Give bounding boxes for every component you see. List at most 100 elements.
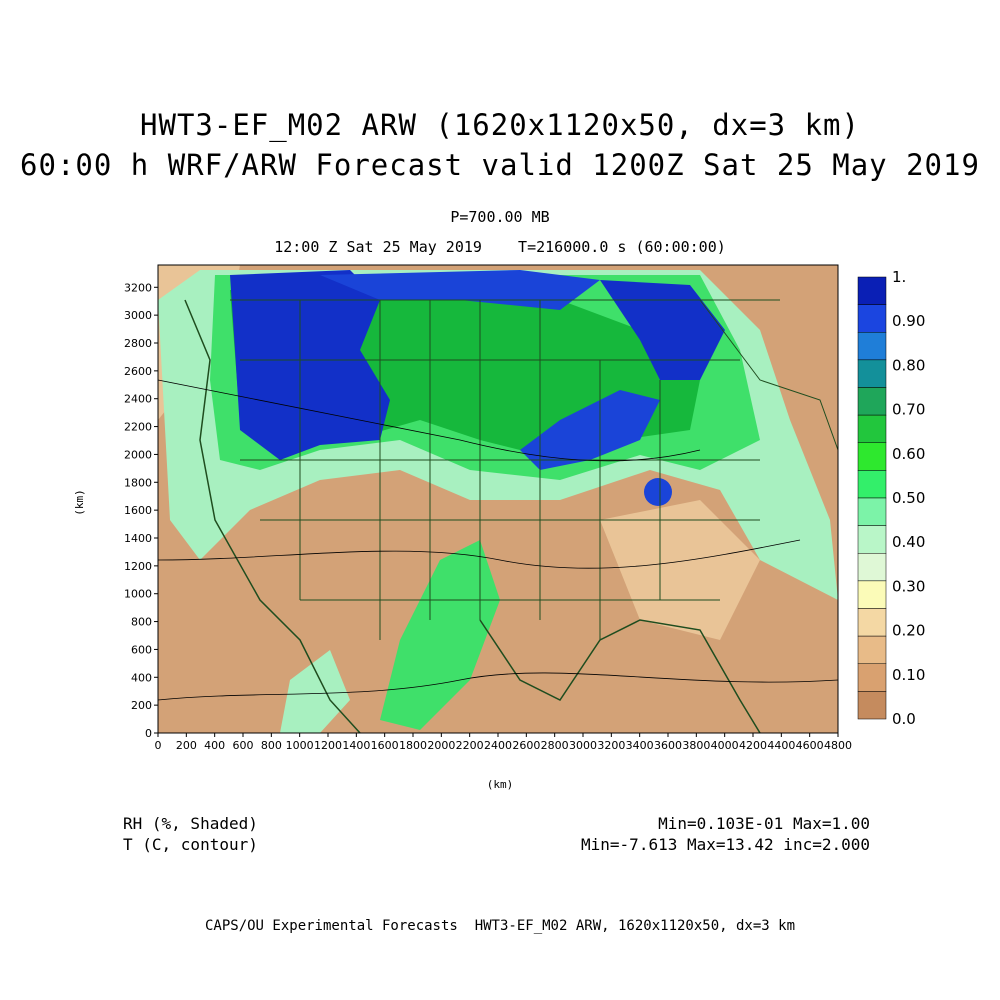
x-tick-label: 600	[233, 739, 254, 752]
temperature-contour-3	[158, 672, 838, 701]
x-tick-label: 1400	[342, 739, 370, 752]
shaded-variable-label: RH (%, Shaded)	[123, 814, 258, 833]
pressure-level: P=700.00 MB	[450, 208, 550, 226]
x-tick-label: 2200	[456, 739, 484, 752]
state-lines-vertical	[299, 300, 661, 640]
saturated-region-east	[520, 390, 660, 470]
x-tick-label: 4400	[767, 739, 795, 752]
colorbar-swatch	[857, 387, 887, 416]
x-tick-label: 2000	[427, 739, 455, 752]
x-tick-label: 2800	[541, 739, 569, 752]
x-tick-label: 1600	[371, 739, 399, 752]
colorbar: 1. 0.90 0.80 0.70 0.60 0.50 0.40 0.30 0.20 0.10 0.…	[857, 268, 925, 728]
colorbar-swatch	[857, 276, 887, 305]
colorbar-swatch	[857, 304, 887, 333]
y-axis-label: (km)	[72, 489, 86, 516]
x-tick-label: 4600	[796, 739, 824, 752]
dry-light-region-south	[600, 500, 760, 640]
y-axis-ticks: 0 200 400 600 800 1000 1200 1400 1600 1800 2000 220…	[124, 281, 158, 740]
y-tick-label: 600	[131, 643, 152, 656]
x-tick-label: 3000	[569, 739, 597, 752]
colorbar-label: 0.10	[892, 666, 925, 684]
y-tick-label: 1600	[124, 504, 152, 517]
y-tick-label: 3200	[124, 281, 152, 294]
colorbar-swatch	[857, 691, 887, 720]
y-tick-label: 2600	[124, 365, 152, 378]
y-tick-label: 2400	[124, 393, 152, 406]
x-tick-label: 800	[261, 739, 282, 752]
colorbar-label: 0.90	[892, 312, 925, 330]
y-tick-label: 3000	[124, 309, 152, 322]
colorbar-label: 0.60	[892, 445, 925, 463]
x-tick-label: 4800	[824, 739, 852, 752]
temperature-contour-1	[158, 379, 701, 462]
shaded-stats: Min=0.103E-01 Max=1.00	[658, 814, 870, 833]
footer-credit: CAPS/OU Experimental Forecasts HWT3-EF_M…	[204, 918, 795, 934]
coastline-west	[184, 299, 361, 733]
colorbar-label: 0.30	[892, 577, 925, 595]
valid-time: 12:00 Z Sat 25 May 2019 T=216000.0 s (60…	[274, 238, 726, 256]
colorbar-swatch	[857, 497, 887, 526]
y-tick-label: 0	[145, 727, 152, 740]
moist-region-southwest	[280, 650, 350, 733]
x-tick-label: 1800	[399, 739, 427, 752]
y-tick-label: 1400	[124, 532, 152, 545]
x-tick-label: 3200	[597, 739, 625, 752]
x-axis-ticks: 0 200 400 600 800 1000 1200 1400 1600 1800 2000 220…	[155, 733, 852, 752]
x-tick-label: 1000	[286, 739, 314, 752]
y-tick-label: 2000	[124, 448, 152, 461]
moist-tongue-south	[380, 540, 500, 730]
y-tick-label: 1800	[124, 476, 152, 489]
x-tick-label: 0	[155, 739, 162, 752]
y-tick-label: 800	[131, 616, 152, 629]
border-northeast	[699, 299, 838, 451]
x-tick-label: 400	[204, 739, 225, 752]
colorbar-label: 0.0	[892, 710, 916, 728]
x-tick-label: 2400	[484, 739, 512, 752]
y-tick-label: 1200	[124, 560, 152, 573]
x-tick-label: 1200	[314, 739, 342, 752]
colorbar-label: 0.40	[892, 533, 925, 551]
colorbar-label: 0.70	[892, 401, 925, 419]
colorbar-swatch	[857, 414, 887, 443]
colorbar-label: 0.50	[892, 489, 925, 507]
colorbar-swatch	[857, 580, 887, 609]
y-tick-label: 200	[131, 699, 152, 712]
colorbar-label: 0.80	[892, 356, 925, 374]
colorbar-swatch	[857, 635, 887, 664]
temperature-contour-2	[158, 539, 801, 569]
y-tick-label: 400	[131, 671, 152, 684]
x-tick-label: 3400	[626, 739, 654, 752]
map-plot-area	[158, 265, 838, 733]
contour-variable-label: T (C, contour)	[123, 835, 258, 854]
colorbar-label: 1.	[892, 268, 906, 286]
contour-stats: Min=-7.613 Max=13.42 inc=2.000	[581, 835, 870, 854]
x-tick-label: 200	[176, 739, 197, 752]
saturated-region-northwest	[230, 270, 390, 460]
colorbar-swatch	[857, 663, 887, 692]
x-tick-label: 3600	[654, 739, 682, 752]
state-lines-horizontal	[240, 359, 760, 601]
chart-subtitle: 60:00 h WRF/ARW Forecast valid 1200Z Sat…	[20, 148, 980, 182]
x-tick-label: 3800	[682, 739, 710, 752]
x-tick-label: 4000	[711, 739, 739, 752]
colorbar-swatch	[857, 332, 887, 361]
colorbar-swatch	[857, 442, 887, 471]
y-tick-label: 2200	[124, 421, 152, 434]
x-axis-label: (km)	[486, 778, 514, 791]
colorbar-swatch	[857, 608, 887, 637]
x-tick-label: 4200	[739, 739, 767, 752]
colorbar-swatch	[857, 470, 887, 499]
saturated-region-northeast	[600, 280, 725, 380]
colorbar-swatch	[857, 525, 887, 554]
colorbar-swatch	[857, 359, 887, 388]
chart-title: HWT3-EF_M02 ARW (1620x1120x50, dx=3 km)	[140, 108, 860, 142]
saturated-region-ohio	[644, 478, 672, 506]
coastline-gulf	[479, 619, 761, 733]
y-tick-label: 2800	[124, 337, 152, 350]
y-tick-label: 1000	[124, 588, 152, 601]
colorbar-swatch	[857, 553, 887, 582]
x-tick-label: 2600	[512, 739, 540, 752]
colorbar-label: 0.20	[892, 622, 925, 640]
